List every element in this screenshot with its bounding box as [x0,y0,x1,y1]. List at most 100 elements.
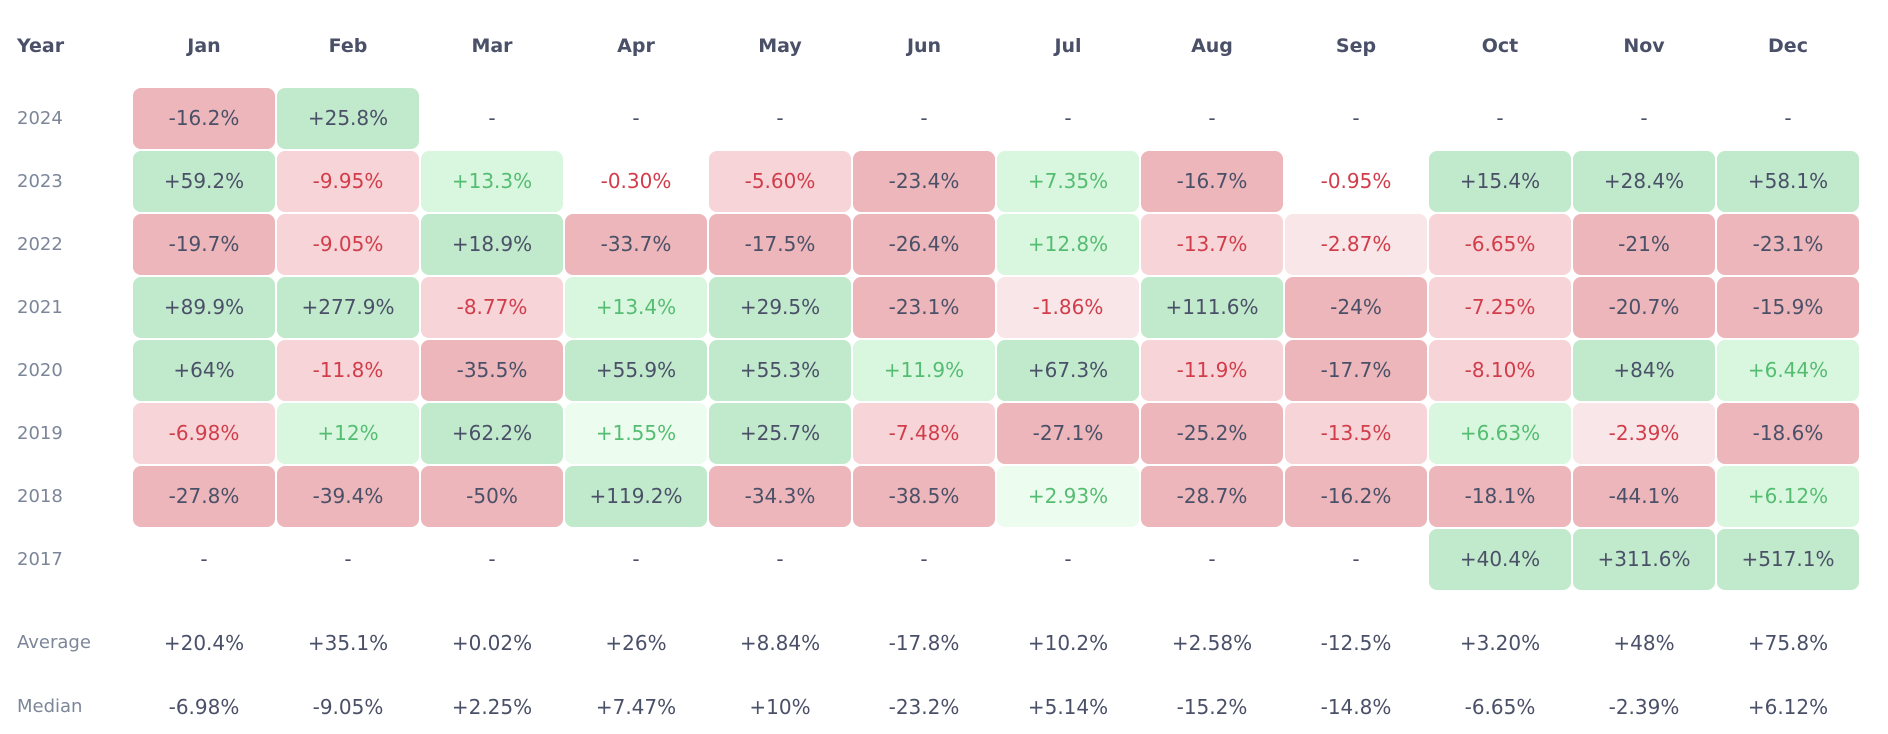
return-cell: +12.8% [997,214,1139,275]
summary-value: +7.47% [595,695,677,719]
return-cell: -23.4% [853,151,995,212]
return-cell: - [632,547,640,571]
return-cell: +6.12% [1717,466,1859,527]
summary-value: +2.25% [451,695,533,719]
summary-value: -14.8% [1320,695,1392,719]
return-cell: -17.5% [709,214,851,275]
month-header-may: May [758,35,802,57]
return-cell: - [1352,547,1360,571]
return-cell: -17.7% [1285,340,1427,401]
month-header-aug: Aug [1191,35,1233,57]
summary-value: +10.2% [1027,631,1109,655]
return-cell: - [1784,106,1792,130]
return-cell: - [344,547,352,571]
year-column-header: Year [17,35,65,57]
return-cell: +13.3% [421,151,563,212]
return-cell: -11.8% [277,340,419,401]
summary-label: Median [17,696,83,717]
return-cell: -33.7% [565,214,707,275]
return-cell: +119.2% [565,466,707,527]
return-cell: -16.7% [1141,151,1283,212]
return-cell: -38.5% [853,466,995,527]
summary-value: -23.2% [888,695,960,719]
return-cell: +58.1% [1717,151,1859,212]
return-cell: +1.55% [565,403,707,464]
return-cell: +55.3% [709,340,851,401]
return-cell: -15.9% [1717,277,1859,338]
return-cell: - [1352,106,1360,130]
summary-value: +10% [749,695,811,719]
return-cell: -28.7% [1141,466,1283,527]
return-cell: +89.9% [133,277,275,338]
return-cell: -21% [1573,214,1715,275]
summary-value: +20.4% [163,631,245,655]
return-cell: -18.6% [1717,403,1859,464]
return-cell: - [920,106,928,130]
return-cell: -7.25% [1429,277,1571,338]
year-label: 2017 [17,549,63,570]
return-cell: -5.60% [709,151,851,212]
return-cell: - [488,106,496,130]
summary-value: +3.20% [1459,631,1541,655]
return-cell: -13.5% [1285,403,1427,464]
return-cell: -27.8% [133,466,275,527]
summary-value: +5.14% [1027,695,1109,719]
return-cell: +40.4% [1429,529,1571,590]
summary-value: +6.12% [1747,695,1829,719]
month-header-jan: Jan [187,35,221,57]
return-cell: - [488,547,496,571]
month-header-feb: Feb [328,35,368,57]
return-cell: -19.7% [133,214,275,275]
month-header-nov: Nov [1623,35,1665,57]
year-label: 2023 [17,171,63,192]
return-cell: +59.2% [133,151,275,212]
return-cell: +111.6% [1141,277,1283,338]
return-cell: - [1496,106,1504,130]
month-header-jul: Jul [1054,35,1082,57]
return-cell: -16.2% [133,88,275,149]
return-cell: -9.05% [277,214,419,275]
summary-value: -15.2% [1176,695,1248,719]
return-cell: -8.77% [421,277,563,338]
return-cell: -8.10% [1429,340,1571,401]
year-label: 2018 [17,486,63,507]
return-cell: -6.65% [1429,214,1571,275]
summary-value: +8.84% [739,631,821,655]
return-cell: - [920,547,928,571]
return-cell: -27.1% [997,403,1139,464]
return-cell: +84% [1573,340,1715,401]
summary-value: -17.8% [888,631,960,655]
return-cell: +29.5% [709,277,851,338]
return-cell: - [1208,106,1216,130]
return-cell: -2.39% [1573,403,1715,464]
return-cell: - [1208,547,1216,571]
return-cell: -7.48% [853,403,995,464]
month-header-jun: Jun [906,35,942,57]
return-cell: +15.4% [1429,151,1571,212]
summary-value: -2.39% [1608,695,1680,719]
month-header-dec: Dec [1768,35,1808,57]
return-cell: - [1064,547,1072,571]
return-cell: +28.4% [1573,151,1715,212]
return-cell: -20.7% [1573,277,1715,338]
return-cell: - [200,547,208,571]
return-cell: +25.7% [709,403,851,464]
return-cell: -35.5% [421,340,563,401]
summary-value: -6.98% [168,695,240,719]
return-cell: - [1640,106,1648,130]
return-cell: +18.9% [421,214,563,275]
month-header-apr: Apr [617,35,655,57]
return-cell: -34.3% [709,466,851,527]
return-cell: -1.86% [997,277,1139,338]
return-cell: +62.2% [421,403,563,464]
return-cell: -24% [1285,277,1427,338]
summary-value: +48% [1613,631,1675,655]
return-cell: +13.4% [565,277,707,338]
return-cell: +67.3% [997,340,1139,401]
return-cell: +25.8% [277,88,419,149]
return-cell: -44.1% [1573,466,1715,527]
return-cell: -0.30% [600,169,672,193]
return-cell: -23.1% [853,277,995,338]
summary-value: +75.8% [1747,631,1829,655]
return-cell: +2.93% [997,466,1139,527]
